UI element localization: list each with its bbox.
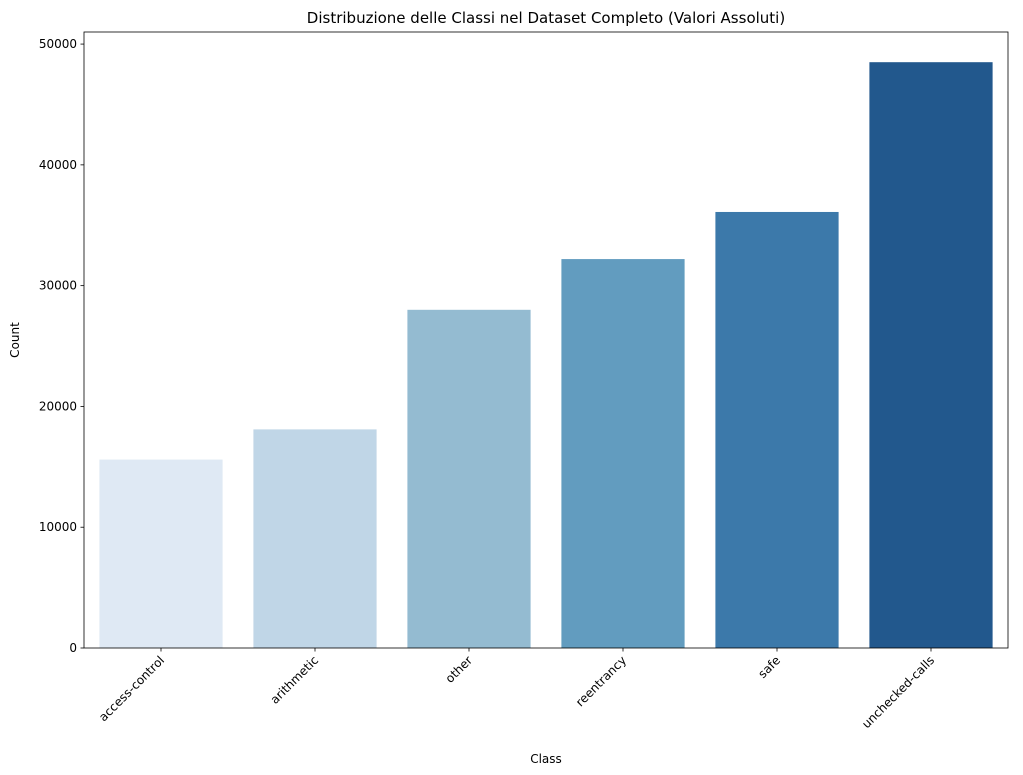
x-tick-label-arithmetic: arithmetic [268,653,321,706]
bar-arithmetic [253,429,377,648]
y-axis-label: Count [8,322,22,358]
bars-layer [99,62,993,648]
y-tick-label: 20000 [39,399,77,413]
x-tick-label-reentrancy: reentrancy [573,653,629,709]
bar-reentrancy [561,259,685,648]
y-tick-label: 10000 [39,520,77,534]
bar-safe [715,211,839,648]
x-tick-label-access-control: access-control [96,653,167,724]
bar-other [407,309,531,648]
bar-access-control [99,459,223,648]
plot-frame [83,31,1009,649]
x-axis-label: Class [530,752,562,766]
y-tick-label: 30000 [39,279,77,293]
y-tick-label: 50000 [39,37,77,51]
y-tick-label: 0 [69,641,77,655]
x-tick-label-other: other [443,653,476,686]
x-tick-label-safe: safe [755,653,783,681]
x-tick-label-unchecked-calls: unchecked-calls [859,653,937,731]
bar-unchecked-calls [869,62,993,648]
y-tick-label: 40000 [39,158,77,172]
chart-title: Distribuzione delle Classi nel Dataset C… [307,9,785,27]
